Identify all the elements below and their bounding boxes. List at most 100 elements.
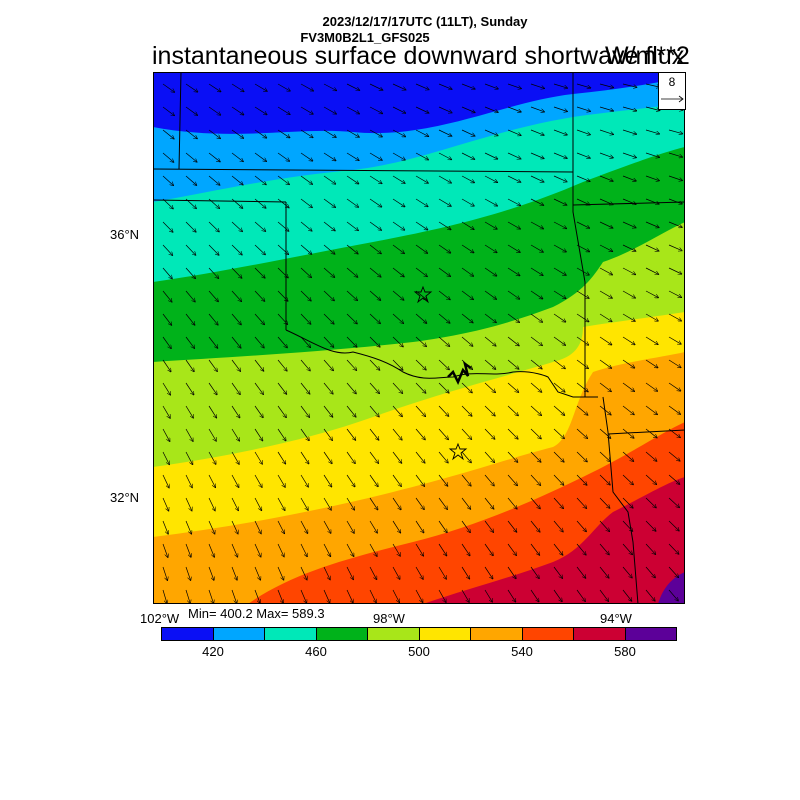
wind-vector [162,520,168,534]
colorbar-swatch-7 [522,628,574,640]
wind-vector [231,244,242,255]
wind-vector [622,451,634,461]
wind-vector [392,543,400,556]
wind-vector [645,566,655,578]
wind-vector [254,83,267,91]
wind-vector [553,83,567,88]
wind-vector [254,497,262,510]
wind-vector [484,405,495,416]
wind-vector [323,313,334,324]
wind-vector [576,566,586,578]
wind-vector [438,451,448,463]
wind-vector [668,313,681,321]
wind-vector [622,175,636,181]
wind-vector [668,129,683,134]
wind-vector [415,129,429,136]
wind-vector [346,106,359,114]
wind-vector [599,267,612,275]
wind-vector [668,290,681,297]
wind-vector [668,359,681,368]
wind-vector [553,175,567,182]
wind-vector [323,106,336,114]
wind-vector [622,336,635,345]
wind-vector [346,313,357,324]
wind-vector [300,543,307,557]
wind-vector [438,336,450,346]
wind-vector [576,474,587,485]
dallas-star-marker [448,442,468,461]
wind-vector [415,382,426,393]
wind-vector [507,566,516,579]
wind-vector [484,313,496,323]
wind-vector [254,221,266,231]
wind-vector [231,290,241,301]
wind-vector [185,221,196,232]
wind-vector [300,336,310,347]
wind-vector [369,83,383,90]
wind-vector [162,474,169,488]
wind-vector [392,198,405,207]
wind-vector [530,359,542,369]
wind-vector [277,451,286,464]
wind-vector [599,221,613,228]
wind-vector [576,428,587,438]
wind-vector [668,382,681,391]
colorbar-label-540: 540 [511,644,533,659]
wind-vector [461,336,473,346]
wind-vector [553,497,563,508]
wind-vector [162,221,173,232]
wind-vector [415,244,427,253]
wind-vector [599,290,612,298]
wind-vector [530,152,544,159]
wind-vector [668,244,682,251]
oklahoma-panhandle-border [153,199,287,203]
wind-vector [369,313,380,324]
wind-vector [208,543,214,557]
wind-vector [323,336,334,347]
wind-vector [162,566,167,580]
wind-vector [553,543,563,555]
wind-vector [208,451,216,464]
wind-vector [438,267,450,276]
wind-vector [415,428,425,440]
wind-vector [484,129,498,136]
wind-vector [346,244,358,254]
wind-vector [300,520,308,533]
wind-vector [346,221,358,231]
wind-vector [254,428,263,441]
wind-vector [392,244,404,253]
wind-vector [254,152,266,161]
wind-vector [507,520,517,532]
wind-vector [622,497,633,508]
wind-vector [231,336,241,348]
lat-label-32n: 32°N [110,490,140,505]
wind-vector [461,520,470,532]
wind-vector [185,290,195,302]
wind-vector [392,405,402,417]
wind-vector [645,290,658,298]
wind-vector [254,359,264,371]
wind-vector [208,221,219,232]
wind-vector [438,313,450,323]
wind-vector [415,152,428,160]
wind-vector [208,474,215,487]
wind-vector [415,106,429,113]
wind-vector [507,198,520,206]
wind-vector [208,244,219,255]
wind-vector [323,221,335,231]
wind-vector [415,336,426,347]
wind-vector [576,359,588,368]
wind-vector [438,198,451,206]
wind-vector [208,129,220,138]
wind-vector [185,175,197,185]
wind-vector [323,359,333,371]
wind-vector [461,129,475,136]
wind-vector [208,175,220,185]
wind-vector [599,83,614,88]
wind-vector [323,520,331,533]
wind-vector [461,221,474,229]
wind-vector [254,244,265,255]
wind-vector [507,405,518,416]
wind-vector [231,221,242,232]
wind-vector [369,221,381,230]
